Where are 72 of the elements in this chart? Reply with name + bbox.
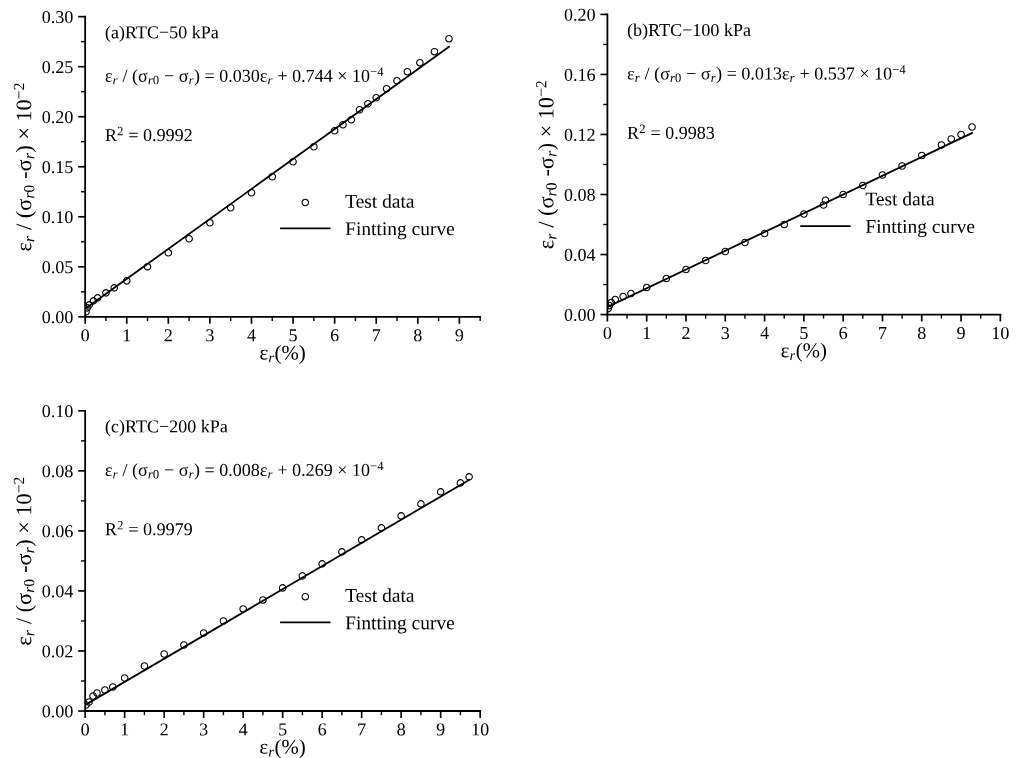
y-tick-label: 0.15 xyxy=(42,161,73,174)
y-axis-title: ε$_{r}$ / (σ$_{r0}$ -σ$_{r}$) × 10$^{−2}$ xyxy=(13,83,36,251)
x-tick-label: 9 xyxy=(436,723,445,736)
chart-title: (c)RTC−200 kPa xyxy=(105,419,228,437)
x-tick-label: 8 xyxy=(397,723,405,736)
legend-label: Fintting curve xyxy=(865,219,975,238)
x-tick-label: 3 xyxy=(721,326,730,340)
x-tick-label: 5 xyxy=(279,723,287,736)
y-tick-label: 0.12 xyxy=(564,128,595,141)
x-tick-label: 3 xyxy=(200,723,208,736)
annotation: R$^{2}$ = 0.9979 xyxy=(105,520,192,536)
x-tick-label: 1 xyxy=(123,329,131,342)
y-tick-label: 0.10 xyxy=(42,405,73,418)
chart-title: (a)RTC−50 kPa xyxy=(105,25,219,43)
x-tick-label: 4 xyxy=(247,329,256,342)
x-tick-label: 8 xyxy=(917,326,926,340)
x-tick-label: 6 xyxy=(330,329,339,342)
y-tick-label: 0.06 xyxy=(42,525,73,538)
x-tick-label: 0 xyxy=(81,329,89,342)
x-tick-label: 10 xyxy=(992,326,1009,340)
annotation: R$^{2}$ = 0.9992 xyxy=(105,126,192,142)
y-tick-label: 0.04 xyxy=(42,585,74,598)
y-axis-title: ε$_{r}$ / (σ$_{r0}$ -σ$_{r}$) × 10$^{−2}$ xyxy=(13,477,36,645)
x-tick-label: 2 xyxy=(164,329,172,342)
x-tick-label: 7 xyxy=(879,327,887,339)
y-tick-label: 0.00 xyxy=(42,705,73,718)
text: ε$_{r}$ / (σ$_{r0}$ − σ$_{r}$) = 0.030ε$_{r}$ + 0.744 × 10$^{−4}$ xyxy=(105,67,384,86)
x-tick-label: 7 xyxy=(358,723,366,736)
x-axis-title: ε$_{r}$(%) xyxy=(260,739,305,758)
y-tick-label: 0.25 xyxy=(42,60,73,74)
chart-title: (b)RTC−100 kPa xyxy=(627,23,751,40)
x-tick-label: 4 xyxy=(760,327,769,339)
y-tick-label: 0.30 xyxy=(42,10,73,24)
y-tick-label: 0.20 xyxy=(564,8,595,21)
legend-label: Fintting curve xyxy=(345,616,455,634)
x-tick-label: 1 xyxy=(121,723,129,736)
text: ε$_{r}$ / (σ$_{r0}$ − σ$_{r}$) = 0.013ε$_{r}$ + 0.537 × 10$^{−4}$ xyxy=(627,65,906,84)
y-tick-label: 0.05 xyxy=(42,261,73,274)
x-tick-label: 10 xyxy=(472,723,489,736)
x-tick-label: 0 xyxy=(603,326,612,340)
y-tick-label: 0.08 xyxy=(42,465,73,478)
x-tick-label: 9 xyxy=(957,326,965,340)
y-tick-label: 0.00 xyxy=(42,311,73,324)
y-tick-label: 0.20 xyxy=(42,110,73,124)
annotation: R$^{2}$ = 0.9983 xyxy=(627,124,715,139)
x-tick-label: 5 xyxy=(289,329,297,342)
y-tick-label: 0.10 xyxy=(42,211,73,224)
x-tick-label: 9 xyxy=(455,329,464,342)
legend-label: Test data xyxy=(345,588,415,602)
legend-label: Test data xyxy=(865,191,935,206)
y-tick-label: 0.16 xyxy=(564,68,596,81)
x-tick-label: 2 xyxy=(160,723,168,736)
y-tick-label: 0.00 xyxy=(564,308,595,322)
x-tick-label: 3 xyxy=(206,329,214,342)
x-tick-label: 2 xyxy=(682,326,690,339)
x-axis-title: ε$_{r}$(%) xyxy=(781,342,827,362)
y-tick-label: 0.08 xyxy=(564,188,595,202)
y-axis-title: ε$_{r}$ / (σ$_{r0}$ -σ$_{r}$) × 10$^{−2}$ xyxy=(535,81,559,249)
legend-label: Test data xyxy=(345,194,415,208)
x-tick-label: 0 xyxy=(81,723,89,736)
y-tick-label: 0.02 xyxy=(42,645,73,658)
x-tick-label: 6 xyxy=(318,723,327,736)
x-tick-label: 8 xyxy=(413,329,422,342)
x-tick-label: 4 xyxy=(239,723,248,736)
x-tick-label: 1 xyxy=(643,326,651,339)
legend-label: Fintting curve xyxy=(345,222,455,240)
text: ε$_{r}$ / (σ$_{r0}$ − σ$_{r}$) = 0.008ε$_{r}$ + 0.269 × 10$^{−4}$ xyxy=(105,461,384,480)
x-tick-label: 5 xyxy=(800,327,808,340)
x-axis-title: ε$_{r}$(%) xyxy=(260,345,305,364)
x-tick-label: 6 xyxy=(839,326,848,340)
y-tick-label: 0.04 xyxy=(564,248,596,262)
x-tick-label: 7 xyxy=(372,329,381,342)
